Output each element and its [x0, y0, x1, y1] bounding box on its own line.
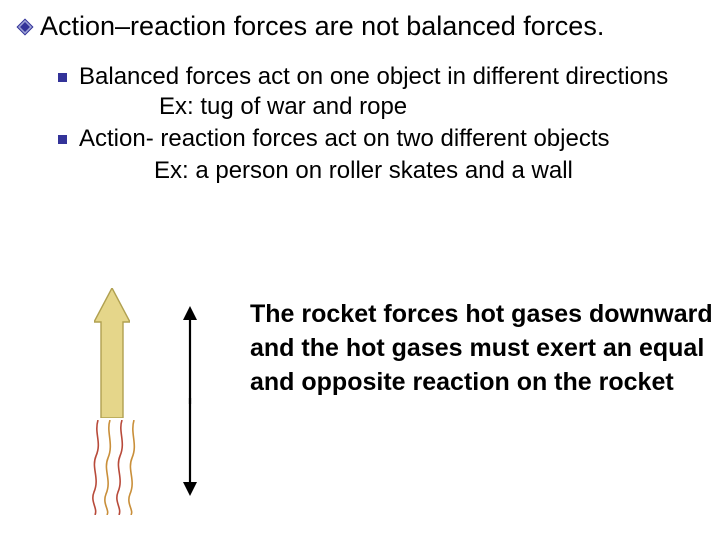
- list-item-lead: Action- reaction forces act on two diffe…: [79, 124, 610, 154]
- list-item-lead: Balanced forces act on one object in dif…: [79, 63, 668, 90]
- list-item-example: Ex: tug of war and rope: [159, 93, 407, 120]
- list-item-text: Balanced forces act on one object in dif…: [79, 62, 690, 122]
- slide-title: Action–reaction forces are not balanced …: [40, 10, 604, 44]
- diamond-bullet-icon: [16, 18, 34, 36]
- square-bullet-icon: [58, 73, 67, 82]
- rocket-arrow-shape: [94, 288, 130, 418]
- list-item: Action- reaction forces act on two diffe…: [58, 124, 690, 154]
- exhaust-squiggles-icon: [90, 420, 140, 515]
- rocket-up-arrow-icon: [94, 288, 130, 418]
- list-item: Balanced forces act on one object in dif…: [58, 62, 690, 122]
- list-item-example: Ex: a person on roller skates and a wall: [154, 156, 690, 186]
- rocket-diagram: [62, 286, 252, 526]
- title-row: Action–reaction forces are not balanced …: [16, 10, 700, 44]
- square-bullet-icon: [58, 135, 67, 144]
- rocket-caption: The rocket forces hot gases downward and…: [250, 298, 720, 399]
- force-up-arrow-icon: [182, 306, 198, 404]
- slide: Action–reaction forces are not balanced …: [0, 0, 720, 540]
- force-down-arrow-icon: [182, 398, 198, 496]
- body-list: Balanced forces act on one object in dif…: [58, 62, 690, 186]
